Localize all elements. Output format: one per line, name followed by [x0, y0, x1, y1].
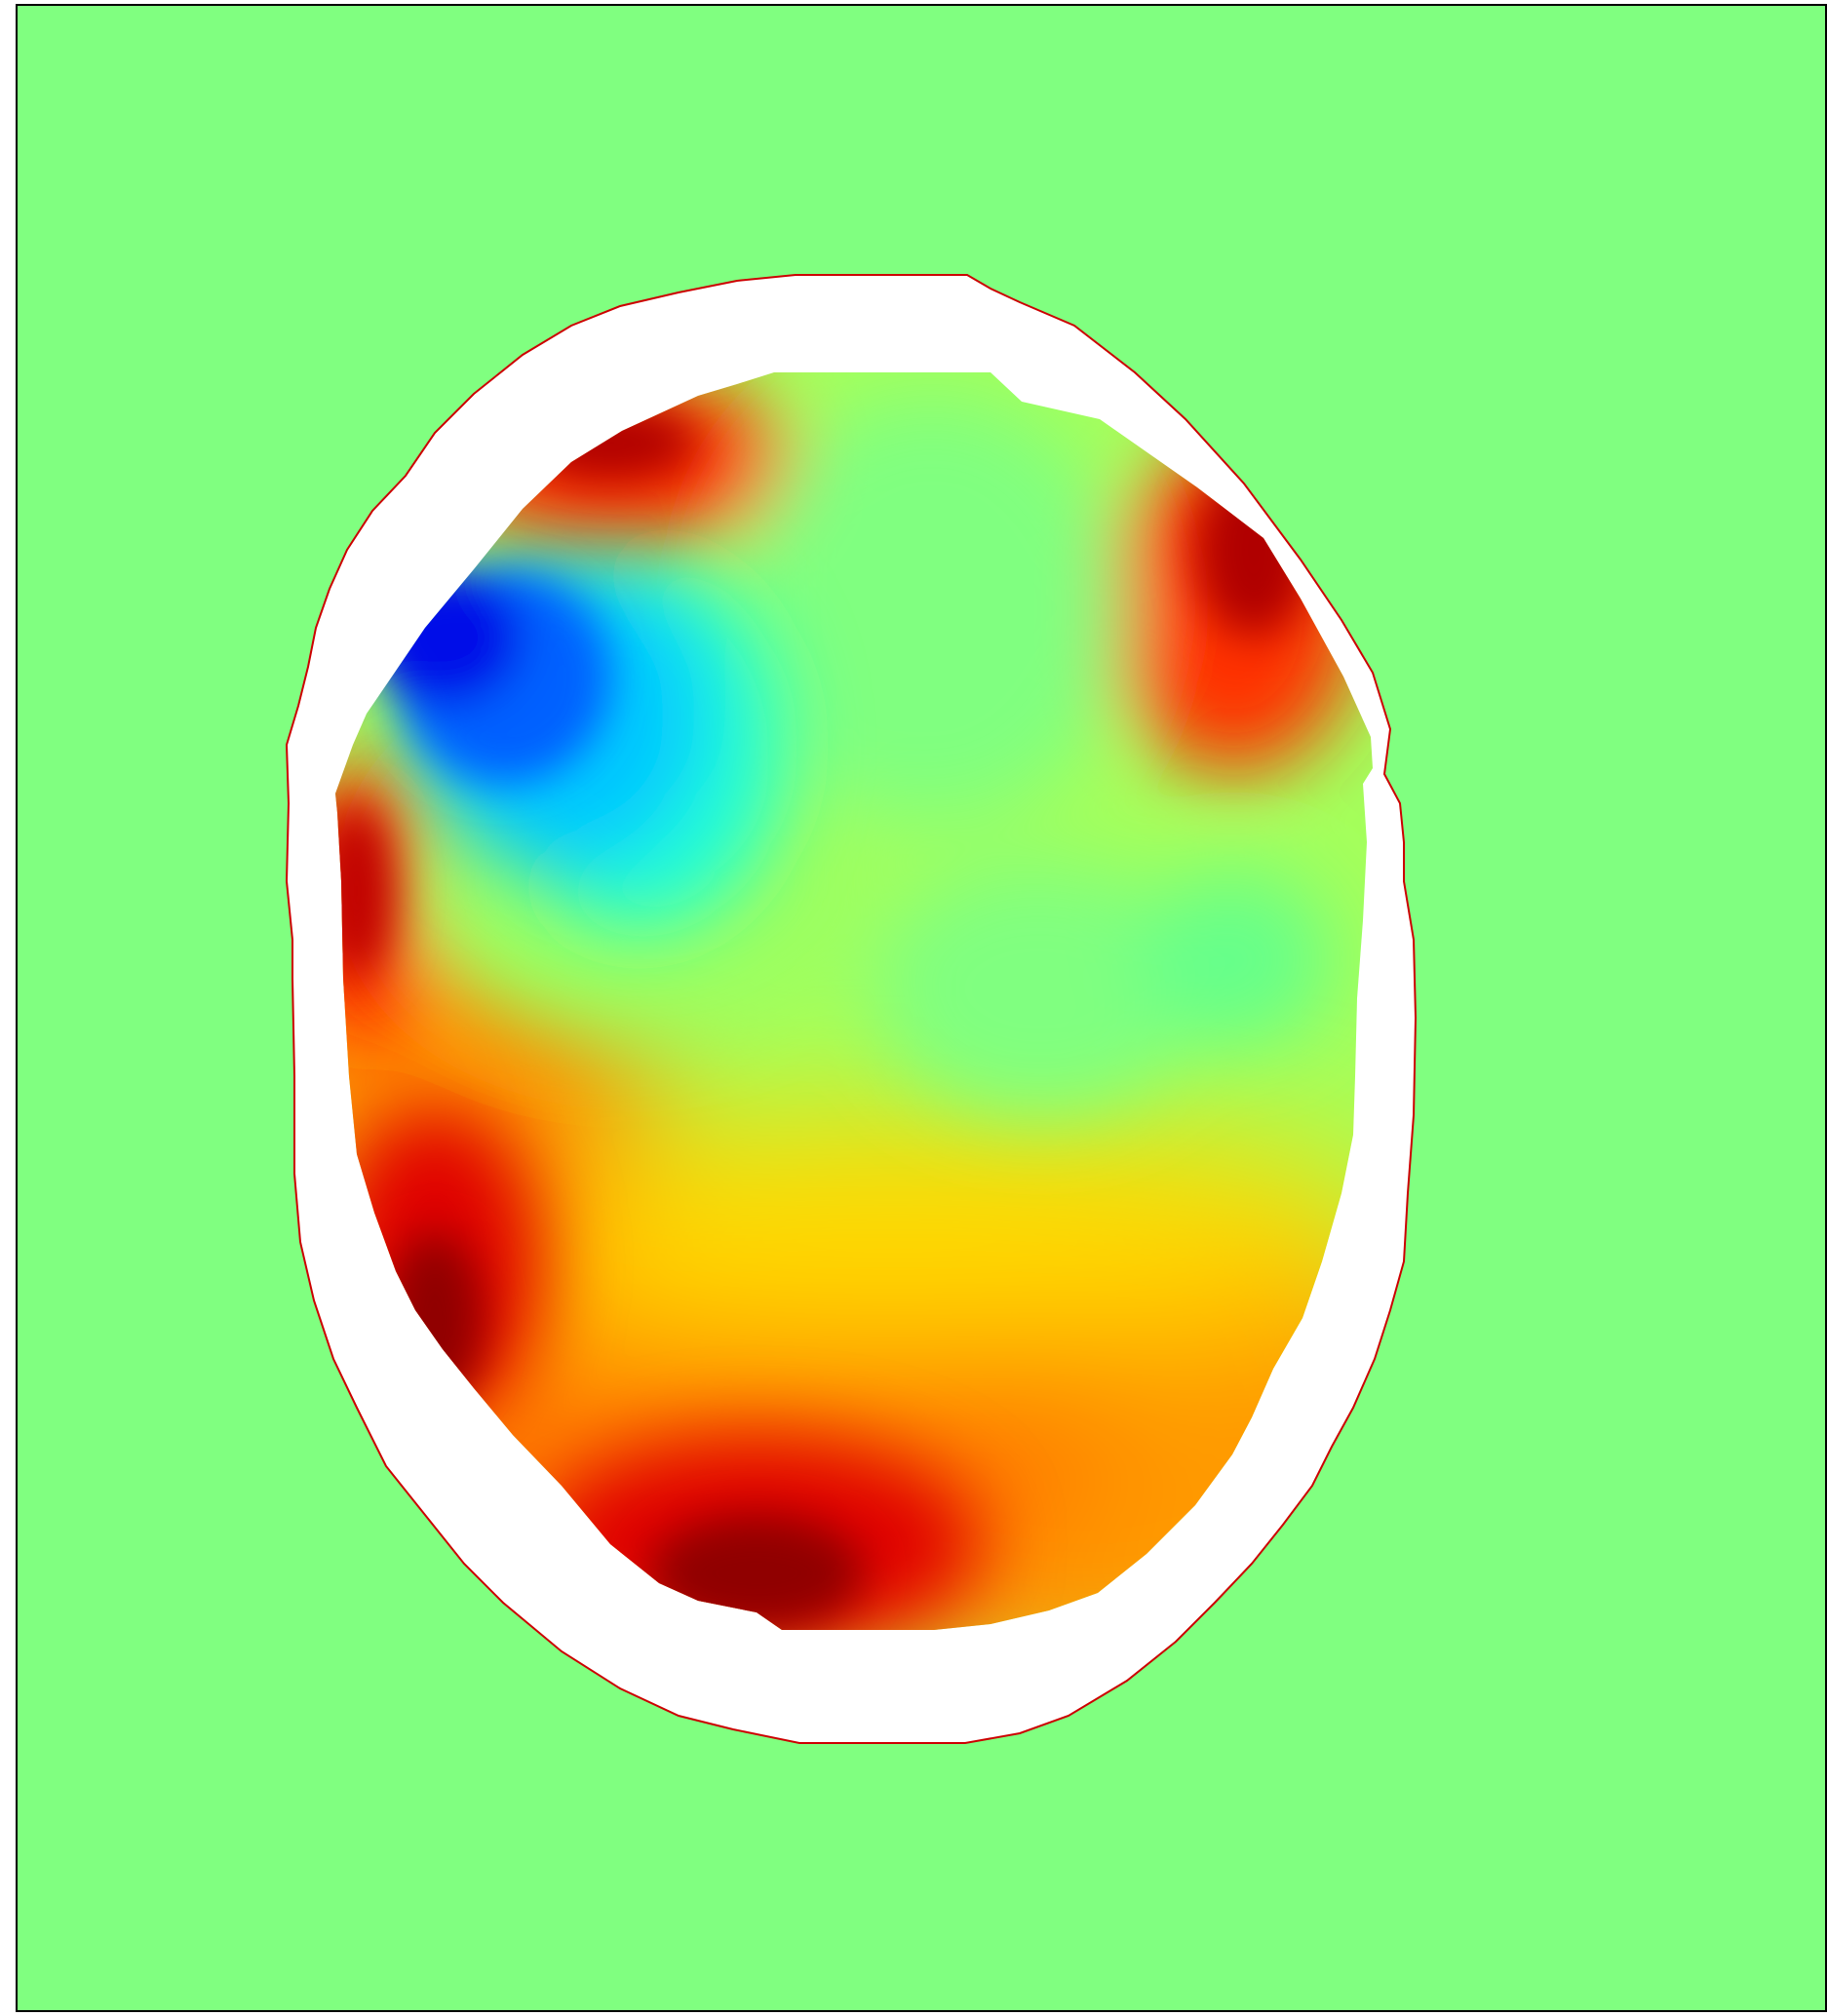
heatmap-plot	[16, 4, 1827, 2012]
plot-border	[16, 4, 1827, 2012]
plot-frame	[16, 4, 1827, 2012]
